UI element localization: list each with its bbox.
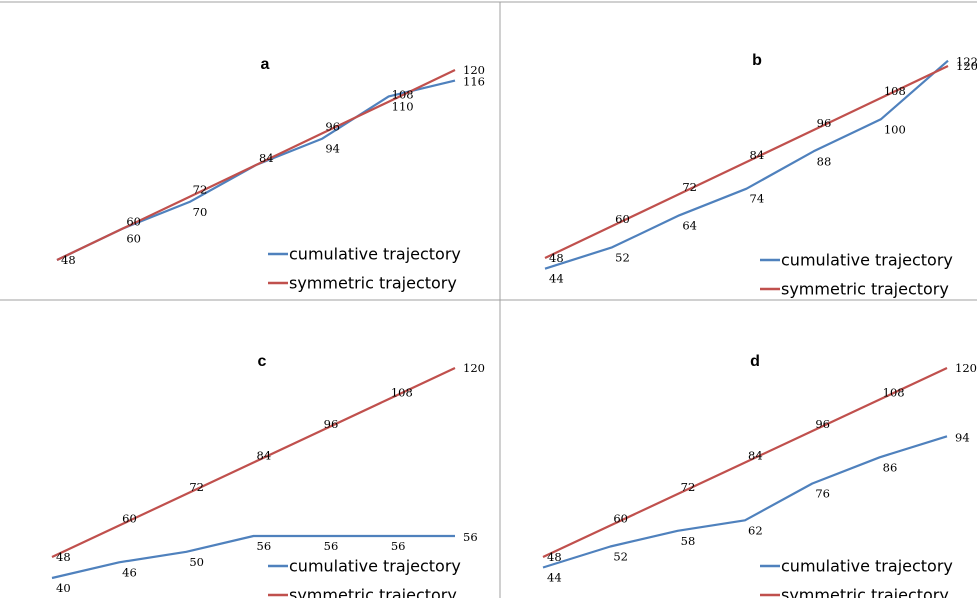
data-label-cumulative-b: 64 [682, 218, 697, 232]
data-label-cumulative-a: 60 [126, 231, 141, 245]
legend-label-symmetric-d: symmetric trajectory [781, 586, 949, 598]
data-label-symmetric-a: 96 [325, 119, 340, 133]
data-label-symmetric-b: 72 [682, 180, 697, 194]
data-label-cumulative-b: 44 [549, 272, 564, 286]
data-label-symmetric-c: 96 [324, 417, 339, 431]
data-label-symmetric-b: 108 [884, 84, 906, 98]
panel-title-a: a [261, 56, 270, 73]
data-label-symmetric-b: 120 [956, 59, 977, 73]
data-label-cumulative-b: 100 [884, 122, 906, 136]
data-label-symmetric-b: 84 [750, 148, 765, 162]
data-label-cumulative-d: 62 [748, 523, 763, 537]
data-label-cumulative-c: 56 [324, 539, 339, 553]
legend-label-cumulative-b: cumulative trajectory [781, 251, 953, 270]
data-label-cumulative-d: 76 [815, 487, 830, 501]
data-label-symmetric-a: 48 [61, 253, 76, 267]
data-label-symmetric-b: 60 [615, 212, 630, 226]
data-label-symmetric-a: 120 [463, 63, 485, 77]
data-label-symmetric-d: 84 [748, 449, 763, 463]
data-label-cumulative-c: 56 [391, 539, 406, 553]
panel-title-d: d [750, 353, 760, 370]
data-label-symmetric-d: 48 [547, 550, 562, 564]
legend-label-cumulative-a: cumulative trajectory [289, 245, 461, 264]
data-label-symmetric-c: 120 [463, 361, 485, 375]
data-label-cumulative-c: 40 [56, 581, 71, 595]
data-label-symmetric-a: 108 [392, 88, 414, 102]
data-label-symmetric-c: 60 [122, 512, 137, 526]
data-label-symmetric-b: 96 [817, 116, 832, 130]
data-label-cumulative-a: 94 [325, 142, 340, 156]
data-label-cumulative-d: 94 [955, 430, 970, 444]
legend-label-symmetric-a: symmetric trajectory [289, 274, 457, 293]
series-line-cumulative-d [542, 435, 948, 569]
data-label-cumulative-c: 56 [463, 530, 478, 544]
data-label-symmetric-d: 60 [613, 512, 628, 526]
series-line-cumulative-b [544, 59, 949, 270]
data-label-cumulative-a: 116 [463, 75, 485, 89]
series-line-symmetric-c [51, 367, 456, 558]
data-label-symmetric-d: 120 [955, 361, 977, 375]
panel-d: d 48 60 72 84 96 108 120 44 52 58 62 76 86 94 cumulativ… [542, 353, 977, 598]
data-label-cumulative-d: 44 [547, 571, 562, 585]
series-line-cumulative-c [51, 534, 455, 580]
data-label-symmetric-a: 84 [259, 151, 274, 165]
data-label-cumulative-c: 50 [189, 555, 204, 569]
data-label-symmetric-c: 108 [391, 386, 413, 400]
panel-a: a 48 60 72 84 96 108 120 60 70 94 110 116 cumulative … [56, 56, 485, 293]
panel-title-c: c [258, 353, 267, 370]
data-label-cumulative-d: 58 [681, 534, 696, 548]
data-label-cumulative-a: 110 [392, 99, 414, 113]
panel-title-b: b [752, 52, 762, 69]
data-label-symmetric-d: 96 [815, 417, 830, 431]
data-label-symmetric-c: 84 [257, 449, 272, 463]
data-label-cumulative-b: 88 [817, 154, 832, 168]
data-label-cumulative-b: 74 [750, 192, 765, 206]
series-line-symmetric-d [542, 367, 948, 558]
data-label-cumulative-b: 122 [956, 55, 977, 69]
data-label-symmetric-b: 48 [549, 251, 564, 265]
legend-label-symmetric-c: symmetric trajectory [289, 586, 457, 598]
legend-label-cumulative-d: cumulative trajectory [781, 557, 953, 576]
data-label-cumulative-a: 70 [193, 205, 208, 219]
data-label-symmetric-d: 108 [883, 386, 905, 400]
data-label-cumulative-b: 52 [615, 250, 630, 264]
data-label-cumulative-d: 52 [613, 550, 628, 564]
data-label-cumulative-d: 86 [883, 460, 898, 474]
series-line-symmetric-b [544, 65, 949, 259]
series-line-symmetric-a [56, 69, 456, 261]
panel-b: b 48 60 72 84 96 108 120 44 52 64 74 88 100 122 cumulat… [544, 52, 977, 299]
data-label-symmetric-c: 72 [189, 480, 204, 494]
legend-label-cumulative-c: cumulative trajectory [289, 557, 461, 576]
legend-label-symmetric-b: symmetric trajectory [781, 280, 949, 299]
data-label-symmetric-c: 48 [56, 550, 71, 564]
data-label-symmetric-d: 72 [681, 480, 696, 494]
data-label-cumulative-c: 46 [122, 565, 137, 579]
data-label-symmetric-a: 72 [193, 183, 208, 197]
data-label-cumulative-c: 56 [257, 539, 272, 553]
data-label-symmetric-a: 60 [126, 214, 141, 228]
